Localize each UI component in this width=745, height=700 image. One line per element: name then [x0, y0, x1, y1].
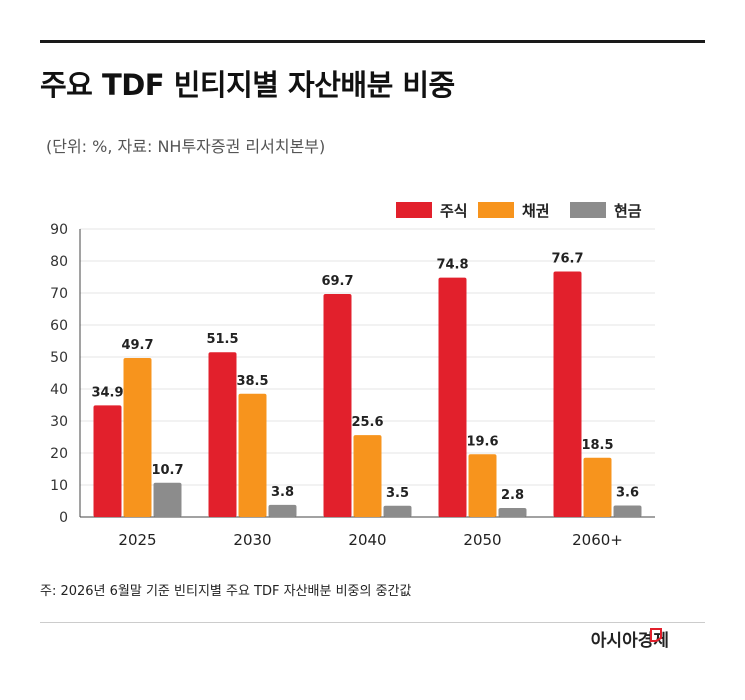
chart-subtitle: (단위: %, 자료: NH투자증권 리서치본부)	[46, 137, 326, 156]
y-tick-label: 80	[50, 254, 68, 270]
bar-stock	[208, 352, 237, 517]
x-tick-label: 2040	[348, 531, 386, 549]
data-label: 76.7	[551, 252, 583, 267]
data-label: 19.6	[466, 434, 498, 449]
brand-mark-icon	[650, 628, 662, 642]
y-tick-label: 0	[59, 510, 68, 526]
x-tick-label: 2060+	[572, 531, 623, 549]
bar-bond	[238, 393, 267, 517]
legend-swatch-stock	[396, 202, 432, 218]
bar-stock	[438, 277, 467, 517]
bar-cash	[498, 508, 527, 517]
data-label: 3.6	[616, 485, 639, 500]
y-tick-label: 30	[50, 414, 68, 430]
legend-label-bond: 채권	[522, 202, 550, 220]
y-tick-label: 60	[50, 318, 68, 334]
bar-chart: 010203040506070809034.949.710.7202551.53…	[50, 202, 655, 549]
bar-bond	[353, 435, 382, 517]
bar-cash	[153, 482, 182, 517]
x-tick-label: 2025	[118, 531, 156, 549]
data-label: 51.5	[206, 332, 238, 347]
data-label: 18.5	[581, 438, 613, 453]
y-tick-label: 40	[50, 382, 68, 398]
legend-label-cash: 현금	[614, 202, 642, 220]
top-rule	[40, 40, 705, 43]
data-label: 3.8	[271, 485, 294, 500]
data-label: 3.5	[386, 486, 409, 501]
y-tick-label: 70	[50, 286, 68, 302]
legend-swatch-bond	[478, 202, 514, 218]
data-label: 25.6	[351, 415, 383, 430]
x-tick-label: 2050	[463, 531, 501, 549]
bar-cash	[383, 505, 412, 517]
chart-title: 주요 TDF 빈티지별 자산배분 비중	[40, 68, 455, 102]
bar-bond	[123, 357, 152, 517]
y-tick-label: 10	[50, 478, 68, 494]
x-tick-label: 2030	[233, 531, 271, 549]
data-label: 34.9	[91, 385, 123, 400]
bar-stock	[323, 293, 352, 517]
footnote: 주: 2026년 6월말 기준 빈티지별 주요 TDF 자산배분 비중의 중간값	[40, 584, 412, 599]
data-label: 2.8	[501, 488, 524, 503]
y-tick-label: 50	[50, 350, 68, 366]
data-label: 10.7	[151, 463, 183, 478]
bar-bond	[468, 454, 497, 517]
data-label: 49.7	[121, 338, 153, 353]
bar-stock	[93, 405, 122, 517]
bottom-rule	[40, 622, 705, 623]
bar-stock	[553, 271, 582, 517]
y-tick-label: 20	[50, 446, 68, 462]
brand-logo-text: 아시아경제	[590, 631, 669, 651]
bar-cash	[268, 504, 297, 517]
data-label: 69.7	[321, 274, 353, 289]
data-label: 38.5	[236, 374, 268, 389]
legend-swatch-cash	[570, 202, 606, 218]
legend-label-stock: 주식	[440, 202, 468, 220]
bar-cash	[613, 505, 642, 517]
data-label: 74.8	[436, 258, 468, 273]
bar-bond	[583, 457, 612, 517]
y-tick-label: 90	[50, 222, 68, 238]
